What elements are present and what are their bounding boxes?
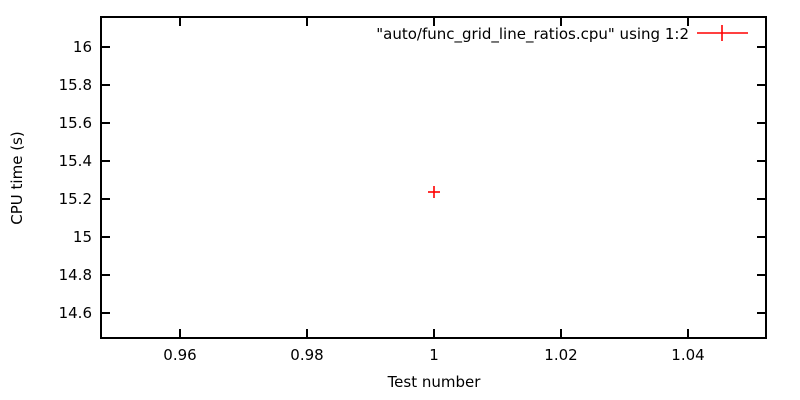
plot-frame-border [100,16,767,339]
y-tick-label: 16 [73,38,92,56]
y-axis-tick-marks-right [757,46,766,314]
y-tick-label: 15.8 [59,76,92,94]
x-tick-label: 1.04 [671,346,704,364]
y-tick-label: 14.8 [59,266,92,284]
y-tick-label: 15.6 [59,114,92,132]
y-tick-label: 15.2 [59,190,92,208]
legend-sample-line [697,25,748,41]
x-axis-tick-marks-bottom [179,329,689,338]
x-tick-label: 1.02 [544,346,577,364]
x-tick-label: 0.98 [290,346,323,364]
x-tick-label: 1 [429,346,439,364]
y-axis-tick-labels: 16 15.8 15.6 15.4 15.2 15 14.8 14.6 [59,38,92,322]
y-tick-label: 14.6 [59,304,92,322]
legend: "auto/func_grid_line_ratios.cpu" using 1… [376,25,748,44]
y-tick-label: 15 [73,228,92,246]
legend-entry-label: "auto/func_grid_line_ratios.cpu" using 1… [376,25,689,44]
x-tick-label: 0.96 [163,346,196,364]
y-tick-label: 15.4 [59,152,92,170]
x-axis-title: Test number [387,373,482,391]
y-axis-tick-marks-left [101,46,110,314]
data-point-marker [428,186,440,198]
x-axis-tick-labels: 0.96 0.98 1 1.02 1.04 [163,346,704,364]
data-series-points [428,186,440,198]
x-axis-tick-marks-top [179,17,689,26]
y-axis-title: CPU time (s) [8,131,26,224]
